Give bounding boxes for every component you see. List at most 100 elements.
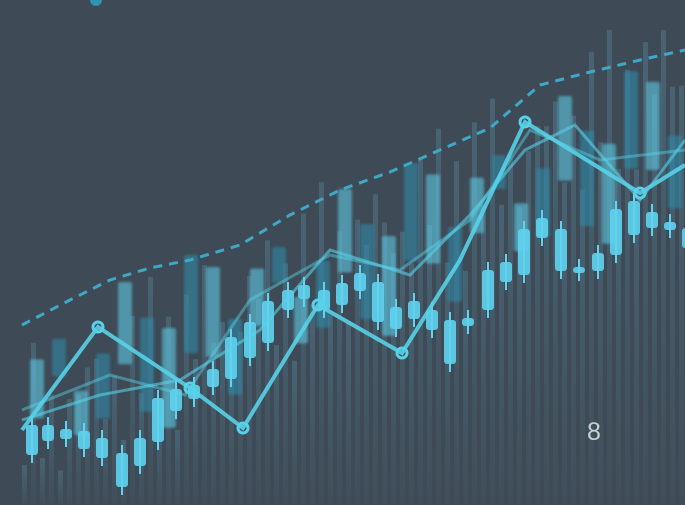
backdrop-bar (310, 304, 315, 505)
page-number: 8 (587, 418, 601, 446)
backdrop-bar (319, 182, 324, 505)
backdrop-bar (22, 465, 27, 505)
backdrop-bar (418, 160, 423, 505)
candle (444, 312, 456, 372)
backdrop-bar (535, 126, 540, 505)
backdrop-bar (544, 126, 549, 505)
blurred-candle (294, 297, 308, 344)
blurred-candle (118, 281, 132, 365)
backdrop-bar (409, 263, 414, 505)
candle (518, 221, 530, 283)
backdrop-bar (211, 342, 216, 505)
backdrop-bar (526, 151, 531, 505)
backdrop-bar (337, 231, 342, 505)
blurred-candle (624, 71, 638, 169)
blurred-candle (206, 266, 220, 358)
backdrop-bars (22, 30, 684, 505)
backdrop-bar (445, 262, 450, 505)
backdrop-bar (202, 265, 207, 505)
line-nodes (91, 115, 647, 435)
backdrop-bar (193, 359, 198, 505)
candle (573, 259, 585, 281)
backdrop-bar (679, 85, 684, 505)
candle (354, 265, 366, 299)
backdrop-bar (283, 263, 288, 505)
backdrop-bar (589, 51, 594, 505)
backdrop-bar (643, 42, 648, 505)
secondary-line (21, 123, 685, 422)
backdrop-bar (553, 101, 558, 505)
backdrop-bar (652, 94, 657, 505)
candle (225, 329, 237, 387)
backdrop-bar (598, 142, 603, 505)
backdrop-bar (382, 222, 387, 505)
candle (60, 421, 72, 447)
candle (664, 214, 676, 238)
backdrop-bar (346, 322, 351, 505)
backdrop-bar (247, 275, 252, 505)
blurred-candle (272, 247, 286, 283)
candle (78, 423, 90, 457)
backdrop-bar (301, 213, 306, 505)
backdrop-bar (454, 161, 459, 505)
candle (408, 293, 420, 327)
candle (592, 245, 604, 279)
backdrop-bar (481, 204, 486, 505)
backdrop-bar (571, 115, 576, 505)
backdrop-bar (184, 294, 189, 505)
candle (244, 314, 256, 366)
blurred-candle (184, 254, 198, 354)
backdrop-bar (229, 351, 234, 505)
candle (336, 275, 348, 313)
blurred-candle (558, 96, 572, 181)
candle (152, 390, 164, 450)
candle (482, 262, 494, 318)
backdrop-bar (175, 429, 180, 505)
candle (170, 381, 182, 419)
backdrop-bar (391, 253, 396, 505)
backdrop-bar (58, 470, 63, 505)
candle (96, 430, 108, 466)
candle (682, 228, 685, 248)
candle (207, 361, 219, 395)
backdrop-bar (607, 30, 612, 505)
backdrop-bar (265, 240, 270, 505)
backdrop-bar (355, 219, 360, 505)
blurred-candle (360, 224, 374, 319)
backdrop-bar (76, 394, 81, 505)
backdrop-bar (31, 342, 36, 505)
candle (628, 193, 640, 243)
candle (42, 417, 54, 449)
candle (536, 210, 548, 246)
backdrop-bar (40, 458, 45, 505)
candle (26, 417, 38, 463)
candle (610, 201, 622, 263)
backdrop-bar (499, 204, 504, 505)
backdrop-bar (580, 189, 585, 505)
dashed-trend-line (21, 48, 685, 327)
candle (372, 274, 384, 330)
backdrop-bar (508, 155, 513, 505)
backdrop-bar (328, 315, 333, 505)
backdrop-bar (436, 128, 441, 505)
backdrop-bar (364, 244, 369, 505)
backdrop-bar (670, 86, 675, 505)
blurred-candle (580, 130, 594, 227)
backdrop-bar (373, 194, 378, 505)
backdrop-bar (49, 394, 54, 505)
backdrop-bar (634, 169, 639, 505)
blurred-candle (426, 174, 440, 264)
blurred-candle (96, 353, 110, 419)
candle (646, 204, 658, 236)
backdrop-bar (130, 316, 135, 505)
backdrop-bar (661, 30, 666, 505)
backdrop-bar (103, 419, 108, 505)
backdrop-bar (274, 345, 279, 505)
accent-dot (90, 0, 102, 6)
blurred-candle (646, 81, 660, 170)
candle (298, 277, 310, 307)
candle (462, 310, 474, 334)
blurred-candle (74, 390, 88, 436)
candle (500, 254, 512, 290)
